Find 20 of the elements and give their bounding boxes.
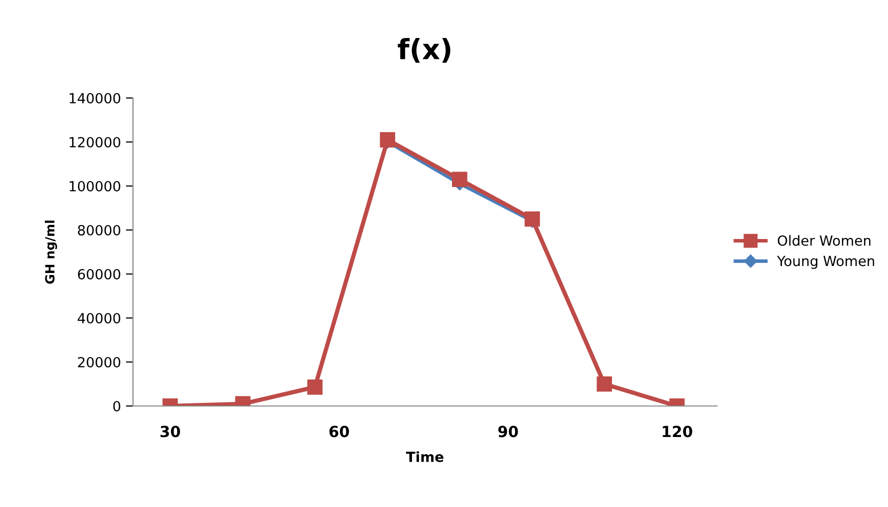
y-tick-label: 40000 bbox=[78, 312, 120, 324]
x-tick-label: 90 bbox=[498, 426, 518, 438]
point bbox=[380, 132, 396, 148]
y-tick-label: 0 bbox=[113, 400, 120, 412]
x-tick-label: 60 bbox=[329, 426, 350, 438]
x-tick-label: 120 bbox=[662, 426, 692, 438]
x-axis-title: Time bbox=[406, 451, 444, 462]
legend-label: Older Women bbox=[778, 235, 870, 246]
y-tick-label: 100000 bbox=[70, 180, 120, 192]
y-tick-label: 120000 bbox=[70, 136, 120, 148]
y-tick-label: 20000 bbox=[78, 356, 120, 368]
chart-title: f(x) bbox=[398, 38, 450, 63]
x-tick-label: 30 bbox=[160, 426, 180, 438]
y-axis-title: GH ng/ml bbox=[44, 220, 58, 284]
legend-label: Young Women bbox=[776, 256, 874, 269]
y-tick-label: 60000 bbox=[78, 268, 120, 280]
point bbox=[452, 172, 468, 188]
y-tick-label: 80000 bbox=[78, 224, 120, 236]
y-tick-label: 140000 bbox=[70, 92, 120, 104]
point bbox=[524, 211, 540, 227]
